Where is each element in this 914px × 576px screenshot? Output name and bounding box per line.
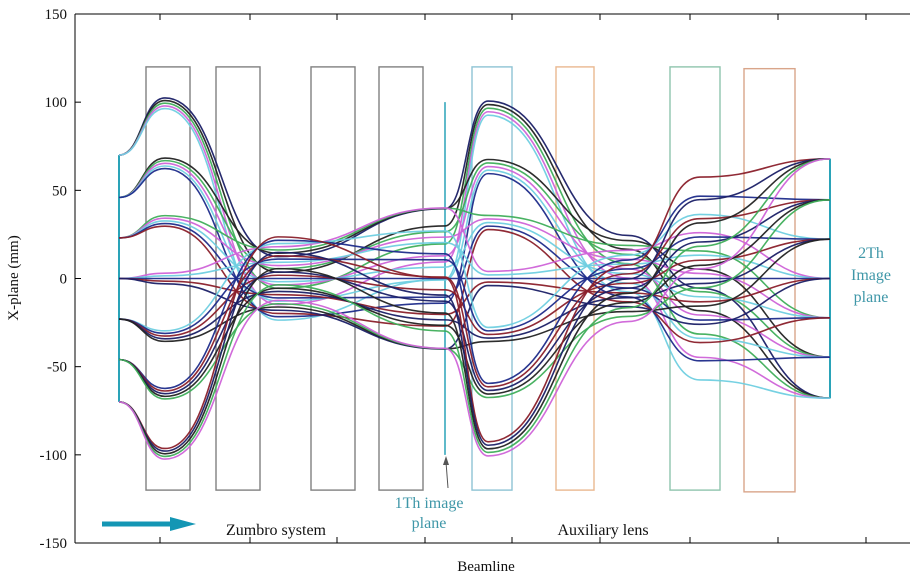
ray-trajectory — [118, 217, 831, 319]
y-tick-label: -50 — [47, 360, 67, 376]
ray-trajectory — [118, 241, 831, 280]
ray-trajectory — [118, 236, 831, 335]
y-tick-label: -100 — [40, 448, 68, 464]
y-axis-label: X-plane (mm) — [6, 235, 22, 320]
x-axis-label: Beamline — [457, 559, 515, 575]
zumbro-system-label: Zumbro system — [226, 522, 327, 539]
y-tick-label: 0 — [60, 272, 68, 288]
ray-trajectory — [118, 207, 831, 280]
ray-trajectory — [118, 157, 831, 452]
second-image-plane-line3: plane — [854, 289, 889, 306]
first-image-plane-line2: plane — [412, 515, 447, 532]
lens-element — [743, 67, 796, 493]
y-tick-label: 50 — [52, 183, 67, 199]
ray-trajectory — [118, 105, 831, 400]
ray-trajectory — [118, 162, 831, 358]
ray-trajectory — [118, 157, 831, 460]
first-image-plane-line1: 1Th image — [395, 495, 464, 512]
ray-trajectory — [118, 222, 831, 321]
y-tick-label: -150 — [40, 536, 68, 552]
ray-trajectory — [118, 199, 831, 392]
y-tick-label: 150 — [45, 7, 68, 23]
first-image-plane-label: 1Th image plane — [395, 495, 464, 532]
ray-trajectory — [118, 159, 831, 358]
ray-trajectory — [118, 199, 831, 395]
beam-direction-arrow — [102, 517, 196, 531]
beam-envelope-rays — [118, 97, 831, 460]
ray-trajectory — [118, 207, 831, 319]
ray-trajectory — [118, 157, 831, 450]
second-image-plane-label: 2Th Image plane — [851, 245, 891, 306]
ray-trajectory — [118, 167, 831, 362]
first-image-plane-pointer — [443, 456, 449, 489]
ray-trajectory — [118, 213, 831, 332]
ray-trajectory — [118, 225, 831, 344]
ray-trajectory — [118, 99, 831, 400]
ray-trajectory — [118, 199, 831, 398]
second-image-plane-line2: Image — [851, 267, 891, 284]
ray-trajectory — [118, 102, 831, 400]
second-image-plane-line1: 2Th — [858, 245, 884, 262]
ray-trajectory — [118, 220, 831, 319]
ray-trajectory — [118, 277, 831, 350]
ray-trajectory — [118, 195, 831, 390]
y-axis-ticks: 150 100 50 0 -50 -100 -150 — [40, 7, 81, 552]
auxiliary-lens-label: Auxiliary lens — [557, 522, 648, 539]
ray-trajectory — [118, 238, 831, 337]
y-tick-label: 100 — [45, 95, 68, 111]
ray-trajectory — [118, 277, 831, 316]
ray-trajectory — [118, 157, 831, 458]
ray-trajectory — [118, 238, 831, 340]
ray-trajectory — [118, 157, 831, 455]
